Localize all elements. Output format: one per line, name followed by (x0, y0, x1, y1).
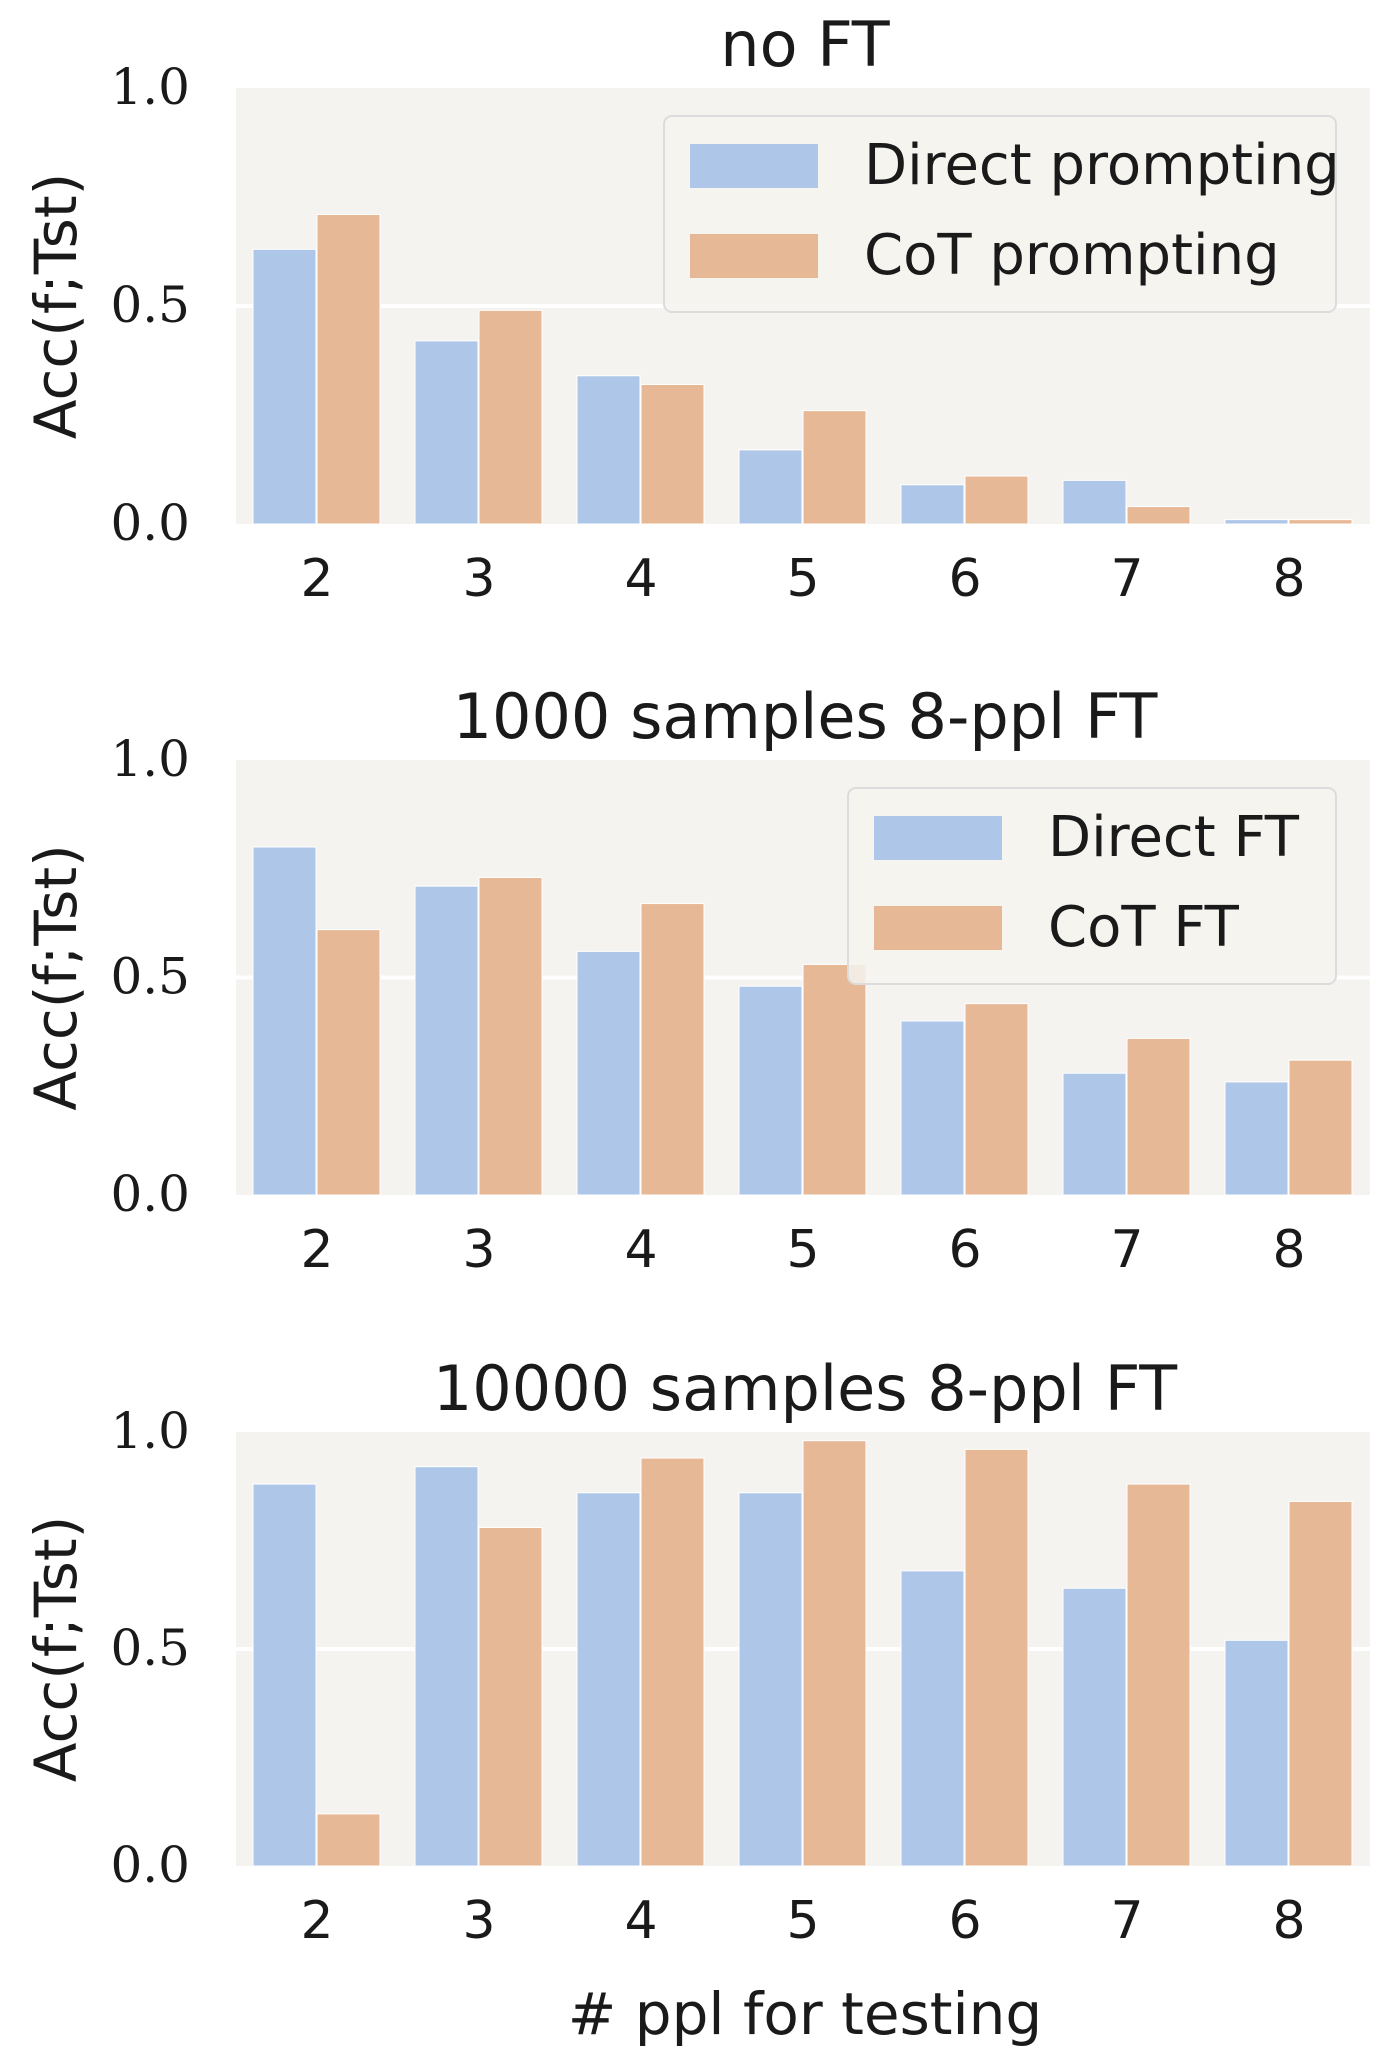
bar-direct-4 (576, 1492, 641, 1867)
chart-panel-2: 1000 samples 8-ppl FT Acc(f;Tst) 0.0 0.5 1.0… (22, 680, 1370, 1280)
bar-cot-5 (802, 963, 867, 1196)
bar-direct-2 (252, 248, 317, 525)
bar-direct-4 (576, 950, 641, 1196)
bar-cot-6 (964, 475, 1029, 525)
x-tick-label: 8 (1272, 1220, 1305, 1280)
bar-direct-5 (738, 449, 803, 525)
x-tick-label: 7 (1110, 1891, 1143, 1951)
y-tick-label: 0.5 (110, 276, 190, 334)
bar-direct-2 (252, 1483, 317, 1867)
bar-cot-3 (478, 1526, 543, 1867)
bar-direct-5 (738, 985, 803, 1196)
x-tick-label: 4 (624, 1220, 657, 1280)
y-tick-label: 1.0 (110, 1402, 190, 1460)
bar-cot-2 (316, 213, 381, 525)
bar-cot-7 (1126, 1483, 1191, 1867)
bar-cot-7 (1126, 1037, 1191, 1196)
y-tick-label: 0.0 (110, 1165, 190, 1223)
legend: Direct FT CoT FT (847, 787, 1337, 985)
y-tick-label: 0.0 (110, 1836, 190, 1894)
y-axis-label: Acc(f;Tst) (22, 844, 90, 1110)
legend-entry: Direct FT (1048, 805, 1300, 870)
x-tick-label: 8 (1272, 549, 1305, 609)
bar-direct-6 (900, 1570, 965, 1867)
x-axis-label: # ppl for testing (568, 1980, 1042, 2048)
bar-cot-8 (1288, 1500, 1353, 1867)
x-tick-label: 4 (624, 549, 657, 609)
bar-cot-3 (478, 876, 543, 1196)
bar-direct-8 (1224, 1639, 1289, 1867)
x-tick-label: 3 (462, 1220, 495, 1280)
x-tick-label: 2 (300, 1891, 333, 1951)
bar-direct-6 (900, 1020, 965, 1196)
chart-title: 1000 samples 8-ppl FT (453, 680, 1159, 753)
bar-direct-6 (900, 484, 965, 525)
x-tick-label: 2 (300, 549, 333, 609)
x-tick-label: 3 (462, 1891, 495, 1951)
x-tick-label: 5 (786, 549, 819, 609)
x-tick-label: 4 (624, 1891, 657, 1951)
bar-cot-6 (964, 1448, 1029, 1867)
chart-panel-1: no FT Acc(f;Tst) 0.0 0.5 1.0 2 3 4 5 6 7 8 Direct pr… (22, 8, 1370, 609)
legend-swatch (874, 816, 1002, 860)
legend-swatch (690, 144, 818, 188)
chart-panel-3: 10000 samples 8-ppl FT Acc(f;Tst) 0.0 0.5 1.… (22, 1352, 1370, 1951)
bar-cot-5 (802, 410, 867, 525)
bar-cot-2 (316, 929, 381, 1196)
y-tick-label: 0.0 (110, 494, 190, 552)
legend-swatch (690, 234, 818, 278)
x-tick-label: 7 (1110, 549, 1143, 609)
y-axis-label: Acc(f;Tst) (22, 173, 90, 439)
bar-cot-3 (478, 309, 543, 525)
chart-title: no FT (720, 8, 891, 81)
bar-direct-5 (738, 1492, 803, 1867)
bar-direct-3 (414, 1466, 479, 1867)
y-tick-label: 0.5 (110, 948, 190, 1006)
bar-direct-7 (1062, 1072, 1127, 1196)
bar-direct-3 (414, 885, 479, 1196)
legend: Direct prompting CoT prompting (663, 115, 1340, 313)
bar-direct-8 (1224, 519, 1289, 525)
x-tick-label: 2 (300, 1220, 333, 1280)
bar-direct-2 (252, 846, 317, 1196)
bar-cot-4 (640, 903, 705, 1196)
bar-direct-7 (1062, 1587, 1127, 1867)
legend-entry: CoT FT (1048, 895, 1240, 960)
y-tick-label: 1.0 (110, 58, 190, 116)
x-tick-label: 6 (948, 1891, 981, 1951)
chart-title: 10000 samples 8-ppl FT (433, 1352, 1178, 1425)
bar-cot-2 (316, 1813, 381, 1867)
bar-cot-6 (964, 1003, 1029, 1196)
legend-entry: CoT prompting (864, 223, 1280, 288)
y-tick-label: 0.5 (110, 1619, 190, 1677)
bar-cot-4 (640, 383, 705, 525)
legend-swatch (874, 906, 1002, 950)
y-tick-label: 1.0 (110, 730, 190, 788)
x-tick-label: 8 (1272, 1891, 1305, 1951)
x-tick-label: 3 (462, 549, 495, 609)
bar-cot-5 (802, 1440, 867, 1867)
bar-direct-7 (1062, 479, 1127, 525)
bar-cot-7 (1126, 506, 1191, 525)
legend-entry: Direct prompting (864, 133, 1340, 198)
bar-cot-4 (640, 1457, 705, 1867)
x-tick-label: 6 (948, 549, 981, 609)
bar-direct-4 (576, 375, 641, 525)
x-tick-label: 5 (786, 1891, 819, 1951)
bar-direct-8 (1224, 1081, 1289, 1196)
y-axis-label: Acc(f;Tst) (22, 1516, 90, 1782)
x-tick-label: 6 (948, 1220, 981, 1280)
x-tick-label: 5 (786, 1220, 819, 1280)
bar-direct-3 (414, 340, 479, 525)
bar-cot-8 (1288, 1059, 1353, 1196)
x-tick-label: 7 (1110, 1220, 1143, 1280)
legend-box (663, 115, 1337, 313)
bar-cot-8 (1288, 519, 1353, 525)
